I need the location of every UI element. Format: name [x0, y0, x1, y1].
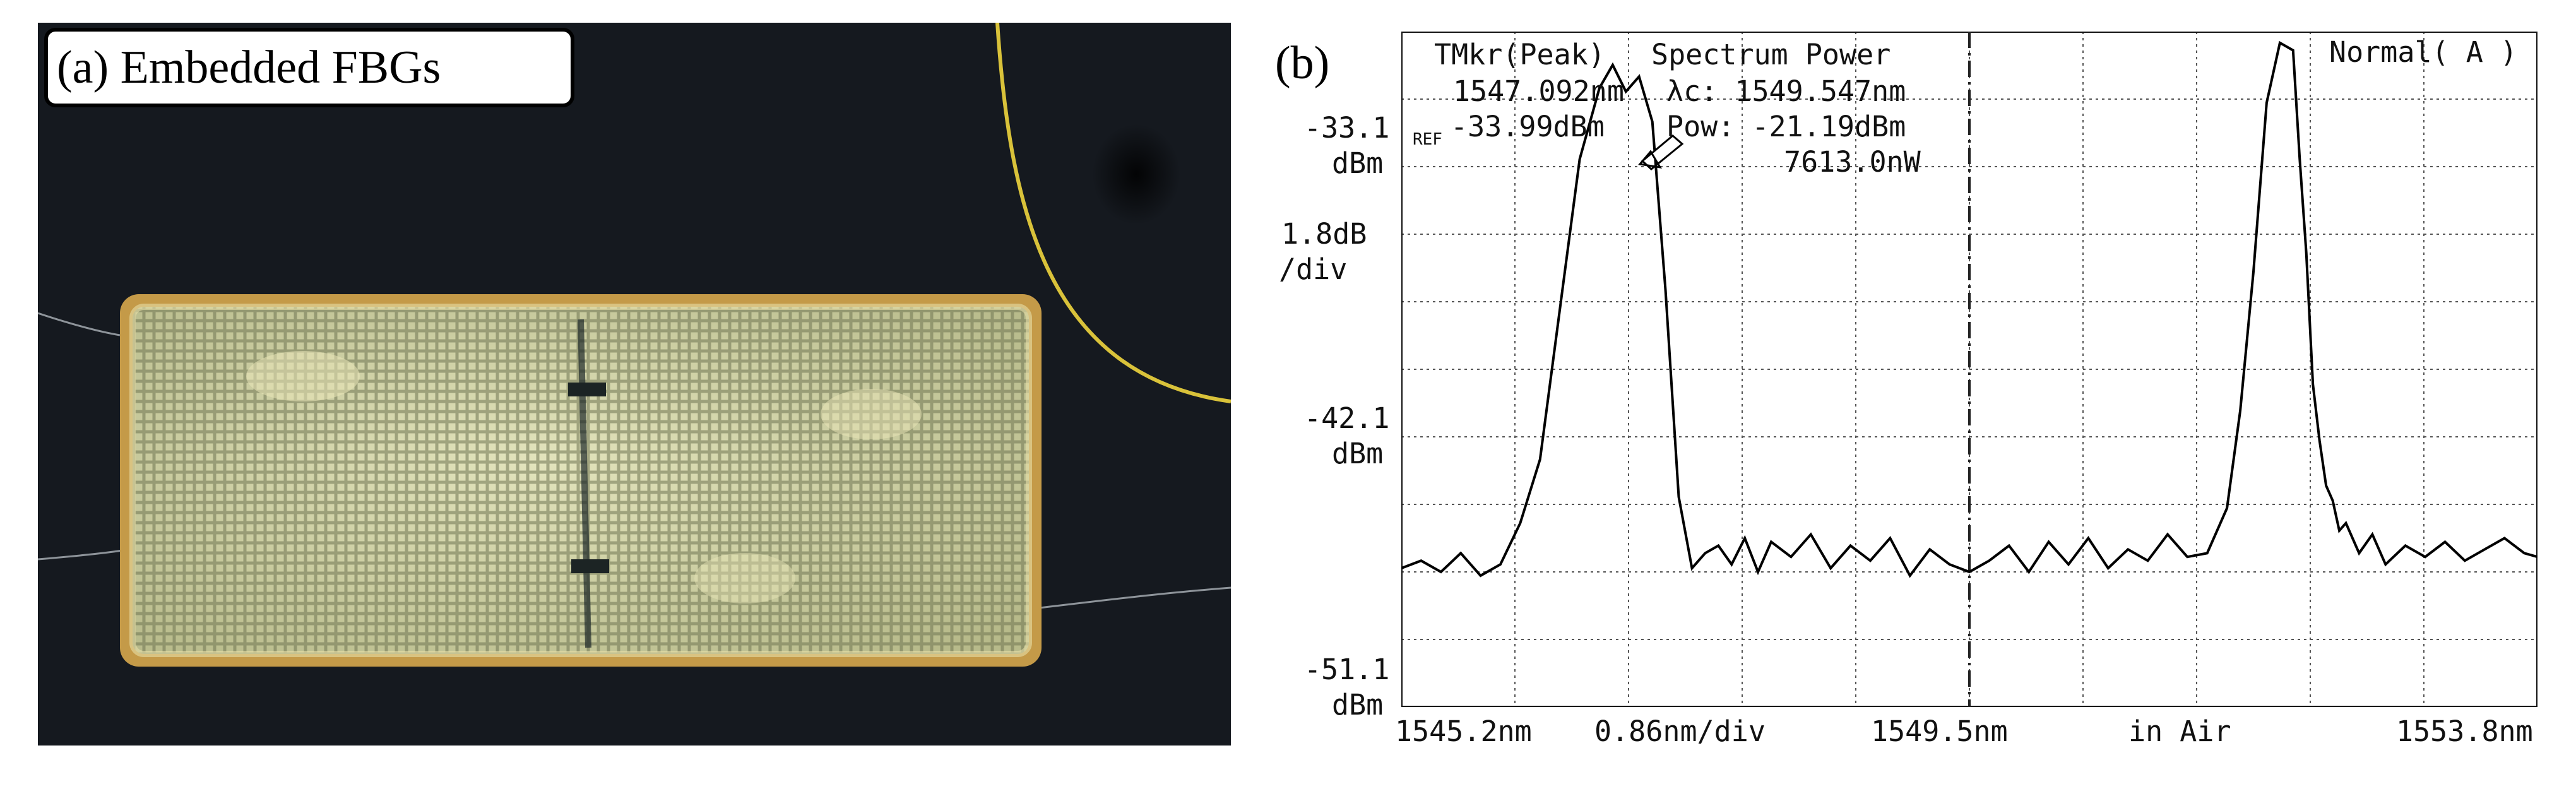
marker-wavelength: 1547.092nm [1453, 74, 1624, 108]
mode-label: Normal( A ) [2329, 35, 2518, 69]
fiber-lead [995, 23, 1231, 403]
x-medium: in Air [2128, 715, 2231, 748]
marker-mode: TMkr(Peak) [1434, 38, 1605, 71]
mid-unit: dBm [1332, 437, 1384, 470]
ref-unit: dBm [1332, 146, 1384, 180]
panel-b-label: (b) [1275, 37, 1330, 89]
ref-level: -33.1 [1304, 111, 1390, 145]
peak-marker-arrow [1638, 134, 1684, 170]
spectrum-trace [1401, 40, 2537, 578]
x-center: 1549.5nm [1871, 715, 2008, 748]
x-stop: 1553.8nm [2396, 715, 2533, 748]
fiber-tail-left-2 [38, 549, 127, 561]
mid-level: -42.1 [1304, 401, 1390, 435]
bottom-unit: dBm [1332, 688, 1384, 722]
specimen-photo [38, 23, 1231, 746]
shadow-spot [1092, 124, 1180, 225]
fbg-mark-1 [568, 383, 606, 396]
marker-line [578, 319, 591, 648]
scale: 1.8dB [1281, 217, 1367, 251]
spectrum-plot [1401, 32, 2537, 707]
fiber-tail-left [38, 312, 121, 336]
marker-level: -33.99dBm [1451, 110, 1605, 143]
center-wavelength: λc: 1549.547nm [1666, 74, 1906, 108]
panel-a-label: (a) Embedded FBGs [44, 28, 574, 107]
photo-embedded-fbgs [38, 23, 1231, 746]
fbg-mark-2 [571, 559, 609, 573]
scale-unit: /div [1279, 252, 1348, 286]
ref-tag: REF [1413, 130, 1442, 149]
fiber-tail-right [1022, 586, 1231, 611]
fiber-mesh [133, 307, 1029, 654]
bottom-level: -51.1 [1304, 653, 1390, 686]
x-start: 1545.2nm [1395, 715, 1532, 748]
x-span: 0.86nm/div [1594, 715, 1766, 748]
power-dbm: Pow: -21.19dBm [1666, 110, 1906, 143]
spectrum-title: Spectrum Power [1651, 38, 1891, 71]
power-nw: 7613.0nW [1784, 145, 1921, 179]
